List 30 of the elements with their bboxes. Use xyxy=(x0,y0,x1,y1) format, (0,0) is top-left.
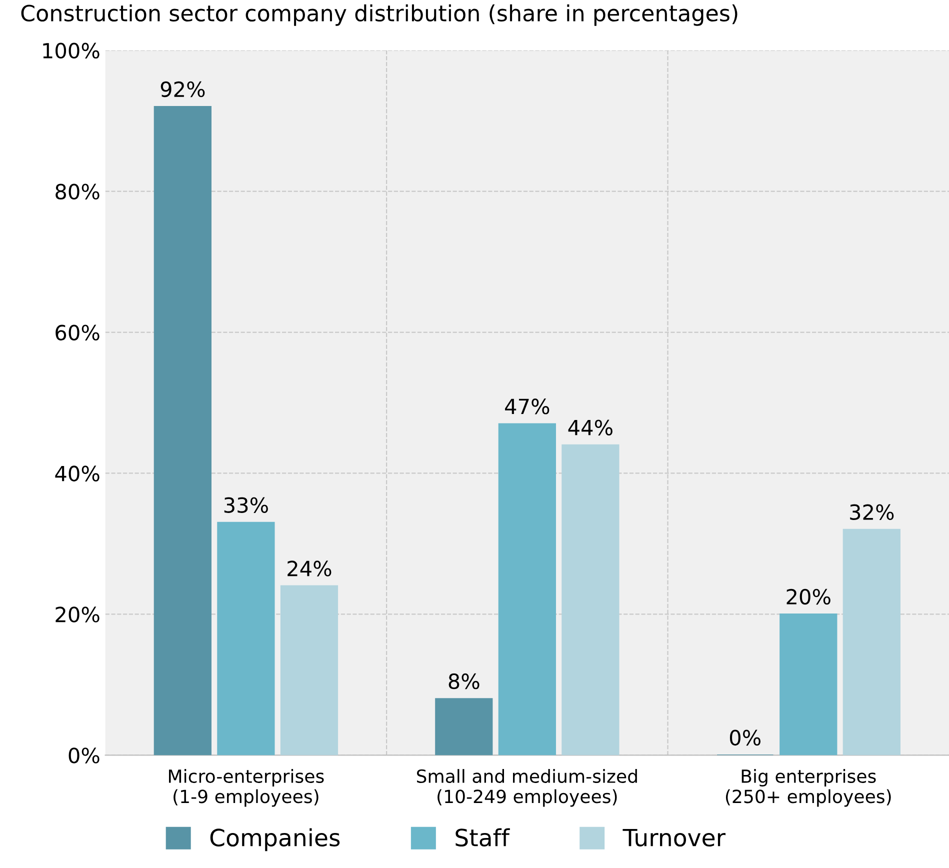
data-label: 24% xyxy=(288,560,332,576)
legend-label: Turnover xyxy=(622,828,726,847)
bar xyxy=(154,106,212,756)
data-label: 92% xyxy=(160,81,205,98)
data-label: 47% xyxy=(505,398,550,414)
y-tick-label: 40% xyxy=(55,466,100,482)
bar xyxy=(280,585,338,756)
data-label: 0% xyxy=(730,730,760,746)
data-label: 32% xyxy=(850,504,894,520)
y-tick-label: 80% xyxy=(56,184,100,200)
y-tick-label: 0% xyxy=(68,748,100,764)
data-label: 20% xyxy=(786,588,830,605)
data-label: 44% xyxy=(568,420,612,436)
legend-label: Companies xyxy=(210,828,340,852)
y-tick-label: 60% xyxy=(56,324,100,340)
legend-label: Staff xyxy=(456,828,510,847)
chart-title: Construction sector company distribution (share in percentages) xyxy=(21,4,738,26)
bar xyxy=(217,522,275,756)
x-tick-label: Micro-enterprises (1-9 employees) xyxy=(169,769,324,807)
bar xyxy=(780,614,838,756)
bar xyxy=(435,698,493,756)
bar xyxy=(498,423,556,756)
x-tick-label: Big enterprises (250+ employees) xyxy=(726,769,891,807)
x-tick-label: Small and medium-sized (10-249 employees) xyxy=(416,769,637,807)
y-tick-label: 100% xyxy=(43,42,100,59)
y-tick-label: 20% xyxy=(56,606,100,622)
data-label: 33% xyxy=(224,497,268,513)
data-label: 8% xyxy=(448,673,480,690)
bar xyxy=(562,444,620,756)
bar xyxy=(842,528,900,756)
